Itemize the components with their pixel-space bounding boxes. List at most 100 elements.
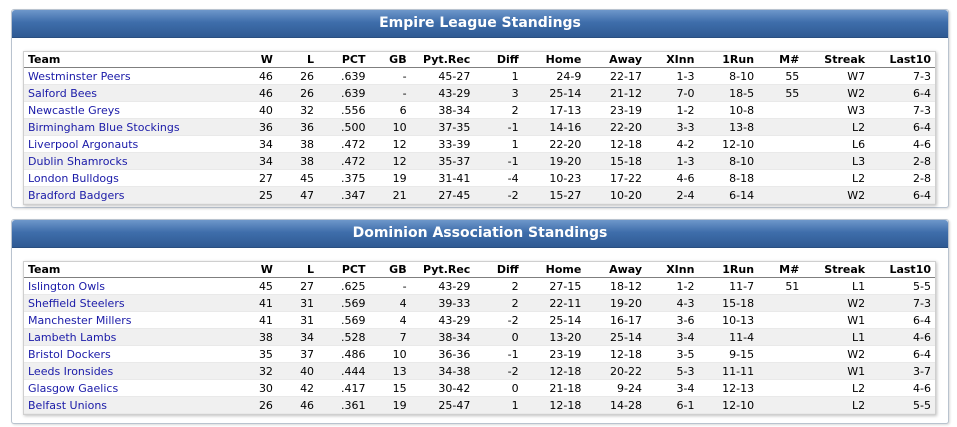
team-link[interactable]: Manchester Millers	[28, 313, 132, 327]
column-header-l[interactable]: L	[276, 262, 319, 278]
cell-l: 32	[276, 101, 319, 119]
column-header-last10[interactable]: Last10	[869, 52, 935, 68]
column-header-streak[interactable]: Streak	[803, 262, 870, 278]
cell-magic-number	[758, 169, 804, 187]
cell-xinn: 6-1	[646, 396, 699, 414]
cell-last10: 4-6	[869, 379, 935, 397]
column-header-pct[interactable]: PCT	[318, 52, 370, 68]
column-header-pyt-rec[interactable]: Pyt.Rec	[410, 52, 475, 68]
cell-magic-number	[758, 101, 804, 119]
cell-team: Lambeth Lambs	[24, 328, 236, 346]
column-header-pyt-rec[interactable]: Pyt.Rec	[410, 262, 475, 278]
team-link[interactable]: Glasgow Gaelics	[28, 381, 119, 395]
cell-away: 22-20	[585, 118, 647, 136]
cell-w: 34	[235, 152, 277, 170]
team-link[interactable]: Bristol Dockers	[28, 347, 111, 361]
column-header-team[interactable]: Team	[24, 52, 236, 68]
column-header-xinn[interactable]: XInn	[646, 262, 699, 278]
column-header-home[interactable]: Home	[522, 52, 586, 68]
column-header-diff[interactable]: Diff	[474, 52, 523, 68]
team-link[interactable]: Newcastle Greys	[28, 103, 120, 117]
team-link[interactable]: Westminster Peers	[28, 69, 131, 83]
cell-home: 17-13	[522, 101, 586, 119]
column-header-last10[interactable]: Last10	[869, 262, 935, 278]
cell-team: Sheffield Steelers	[24, 294, 236, 312]
column-header-w[interactable]: W	[235, 262, 277, 278]
cell-gb: 19	[369, 396, 411, 414]
cell-team: Bradford Badgers	[24, 186, 236, 204]
cell-magic-number: 51	[758, 277, 804, 295]
panel-title: Empire League Standings	[12, 10, 948, 38]
cell-streak: L1	[803, 328, 870, 346]
team-link[interactable]: Bradford Badgers	[28, 188, 125, 202]
cell-home: 25-14	[522, 84, 586, 102]
cell-w: 36	[235, 118, 277, 136]
table-row: Westminster Peers 46 26.639-45-27 1 24-9 22-1…	[24, 67, 935, 85]
cell-gb: -	[369, 277, 411, 295]
column-header-team[interactable]: Team	[24, 262, 236, 278]
column-header-away[interactable]: Away	[585, 262, 647, 278]
column-header-xinn[interactable]: XInn	[646, 52, 699, 68]
cell-gb: 12	[369, 152, 411, 170]
cell-away: 18-12	[585, 277, 647, 295]
cell-one-run: 11-4	[698, 328, 759, 346]
cell-last10: 6-4	[869, 84, 935, 102]
cell-last10: 7-3	[869, 101, 935, 119]
column-header-pct[interactable]: PCT	[318, 262, 370, 278]
column-header-streak[interactable]: Streak	[803, 52, 870, 68]
dominion-association-panel: Dominion Association Standings Team W L PCT…	[11, 219, 949, 424]
cell-l: 38	[276, 152, 319, 170]
cell-pct: .417	[318, 379, 370, 397]
cell-pct: .625	[318, 277, 370, 295]
team-link[interactable]: Sheffield Steelers	[28, 296, 125, 310]
cell-streak: W2	[803, 84, 870, 102]
column-header-diff[interactable]: Diff	[474, 262, 523, 278]
cell-team: Belfast Unions	[24, 396, 236, 414]
team-link[interactable]: Lambeth Lambs	[28, 330, 117, 344]
team-link[interactable]: Birmingham Blue Stockings	[28, 120, 180, 134]
header-row: Team W L PCT GB Pyt.Rec Diff Home Away XInn 1Run M#…	[24, 52, 935, 68]
column-header-l[interactable]: L	[276, 52, 319, 68]
table-row: London Bulldogs 27 45.375 19 31-41 -4 10-23 17-…	[24, 169, 935, 187]
team-link[interactable]: Islington Owls	[28, 279, 105, 293]
cell-last10: 4-6	[869, 328, 935, 346]
cell-away: 20-22	[585, 362, 647, 380]
column-header-away[interactable]: Away	[585, 52, 647, 68]
column-header-one-run[interactable]: 1Run	[698, 52, 759, 68]
team-link[interactable]: Dublin Shamrocks	[28, 154, 128, 168]
team-link[interactable]: Belfast Unions	[28, 398, 108, 412]
cell-xinn: 4-6	[646, 169, 699, 187]
cell-diff: -1	[474, 152, 523, 170]
column-header-gb[interactable]: GB	[369, 52, 411, 68]
cell-home: 21-18	[522, 379, 586, 397]
cell-gb: 21	[369, 186, 411, 204]
cell-l: 47	[276, 186, 319, 204]
column-header-gb[interactable]: GB	[369, 262, 411, 278]
column-header-home[interactable]: Home	[522, 262, 586, 278]
cell-away: 16-17	[585, 311, 647, 329]
cell-team: Liverpool Argonauts	[24, 135, 236, 153]
cell-diff: 1	[474, 135, 523, 153]
cell-magic-number	[758, 362, 804, 380]
team-link[interactable]: Salford Bees	[28, 86, 98, 100]
cell-away: 10-20	[585, 186, 647, 204]
team-link[interactable]: London Bulldogs	[28, 171, 119, 185]
cell-l: 31	[276, 294, 319, 312]
cell-one-run: 9-15	[698, 345, 759, 363]
table-row: Manchester Millers 41 31.569 4 43-29 -2 25-14 1…	[24, 311, 935, 329]
cell-diff: 1	[474, 396, 523, 414]
cell-team: Salford Bees	[24, 84, 236, 102]
column-header-magic-number[interactable]: M#	[758, 262, 804, 278]
cell-pct: .639	[318, 67, 370, 85]
cell-streak: W1	[803, 362, 870, 380]
column-header-one-run[interactable]: 1Run	[698, 262, 759, 278]
cell-w: 46	[235, 84, 277, 102]
cell-streak: W3	[803, 101, 870, 119]
column-header-w[interactable]: W	[235, 52, 277, 68]
team-link[interactable]: Leeds Ironsides	[28, 364, 114, 378]
table-row: Salford Bees 46 26.639-43-29 3 25-14 21-12 7-0…	[24, 84, 935, 102]
column-header-magic-number[interactable]: M#	[758, 52, 804, 68]
cell-one-run: 8-10	[698, 67, 759, 85]
team-link[interactable]: Liverpool Argonauts	[28, 137, 139, 151]
cell-pyt-rec: 43-29	[410, 84, 475, 102]
